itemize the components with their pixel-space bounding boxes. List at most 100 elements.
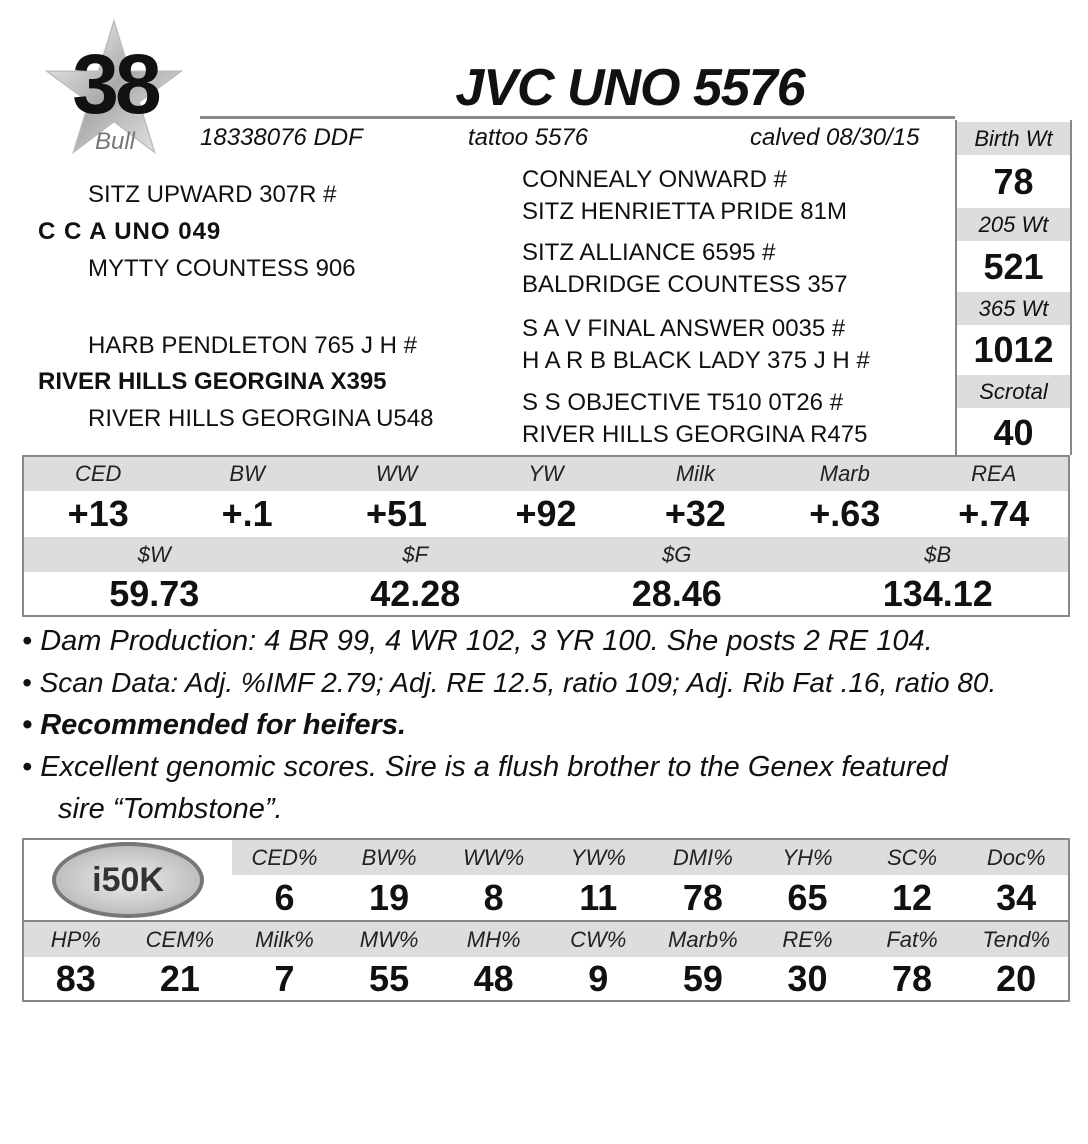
weight-value: 78 xyxy=(993,161,1034,202)
dam-sire: HARB PENDLETON 765 J H # xyxy=(88,332,418,359)
star-icon xyxy=(44,18,184,155)
genomic-label: MH% xyxy=(441,921,546,957)
weight-label: Birth Wt xyxy=(957,122,1070,155)
epd-value: +13 xyxy=(67,493,129,534)
divider xyxy=(200,116,955,119)
epd-value: +32 xyxy=(664,493,726,534)
weight-value: 1012 xyxy=(973,329,1054,370)
epd-value: +.74 xyxy=(958,493,1030,534)
genomic-value: 55 xyxy=(369,957,410,999)
index-label: $G xyxy=(546,537,808,572)
genomic-value: 30 xyxy=(787,957,828,999)
dam: RIVER HILLS GEORGINA X395 xyxy=(38,368,387,395)
epd-label: WW xyxy=(321,456,472,491)
epd-label: REA xyxy=(919,456,1069,491)
genomic-value: 65 xyxy=(787,876,828,918)
genomic-label: CEM% xyxy=(127,921,233,957)
animal-name: JVC UNO 5576 xyxy=(455,59,805,117)
genomic-value: 11 xyxy=(579,876,618,918)
epd-label: Marb xyxy=(770,456,920,491)
note: sire “Tombstone”. xyxy=(58,793,283,825)
genomic-value: 8 xyxy=(483,876,504,918)
index-value: 28.46 xyxy=(631,572,722,614)
genomic-label: SC% xyxy=(859,839,965,875)
calving-date: calved 08/30/15 xyxy=(750,124,920,151)
weight-label: Scrotal xyxy=(957,375,1070,408)
weight-value: 40 xyxy=(993,412,1034,453)
epd-value: +.1 xyxy=(221,493,273,534)
epd-label: BW xyxy=(172,456,322,491)
i50k-logo-icon: i50K xyxy=(52,842,205,918)
genomic-label: YW% xyxy=(545,839,651,875)
tattoo: tattoo 5576 xyxy=(468,124,589,151)
sire-sire: SITZ UPWARD 307R # xyxy=(88,181,337,208)
epd-label: Milk xyxy=(620,456,771,491)
i50k-logo: i50K xyxy=(23,839,232,921)
dam-dam: RIVER HILLS GEORGINA U548 xyxy=(88,405,434,432)
dd-dam: RIVER HILLS GEORGINA R475 xyxy=(522,421,868,448)
genomic-value: 6 xyxy=(274,876,295,918)
ss-dam: SITZ HENRIETTA PRIDE 81M xyxy=(522,198,847,225)
genomic-value: 12 xyxy=(892,876,933,918)
genomic-value: 83 xyxy=(55,957,96,999)
genomic-label: RE% xyxy=(755,921,860,957)
genomic-value: 19 xyxy=(369,876,410,918)
weight-value: 521 xyxy=(983,246,1044,287)
epd-table: CED BW WW YW Milk Marb REA +13 +.1 +51 +… xyxy=(22,455,1070,539)
genomic-label: DMI% xyxy=(650,839,756,875)
genomic-label: WW% xyxy=(441,839,546,875)
index-value: 134.12 xyxy=(882,572,993,614)
ss-sire: CONNEALY ONWARD # xyxy=(522,166,787,193)
epd-value: +92 xyxy=(515,493,577,534)
notes: • Dam Production: 4 BR 99, 4 WR 102, 3 Y… xyxy=(22,620,1082,830)
genomic-label: HP% xyxy=(23,921,128,957)
ds-sire: S A V FINAL ANSWER 0035 # xyxy=(522,315,846,342)
genomic-value: 7 xyxy=(274,957,295,999)
genomic-value: 34 xyxy=(996,876,1037,918)
genomic-value: 59 xyxy=(682,957,723,999)
genomic-value: 48 xyxy=(473,957,514,999)
registration-number: 18338076 DDF xyxy=(200,124,363,151)
note: • Excellent genomic scores. Sire is a fl… xyxy=(22,751,948,783)
genomic-label: BW% xyxy=(336,839,442,875)
sd-dam: BALDRIDGE COUNTESS 357 xyxy=(522,271,848,298)
epd-value: +51 xyxy=(366,493,428,534)
genomic-value: 21 xyxy=(159,957,200,999)
epd-label: YW xyxy=(471,456,621,491)
weight-label: 205 Wt xyxy=(957,208,1070,241)
ds-dam: H A R B BLACK LADY 375 J H # xyxy=(522,347,870,374)
genomic-label: YH% xyxy=(755,839,860,875)
genomic-label: Tend% xyxy=(964,921,1069,957)
weights-box: Birth Wt 78 205 Wt 521 365 Wt 1012 Scrot… xyxy=(955,120,1072,455)
genomic-value: 9 xyxy=(588,957,609,999)
note: • Scan Data: Adj. %IMF 2.79; Adj. RE 12.… xyxy=(22,667,997,698)
epd-value: +.63 xyxy=(809,493,881,534)
genomic-label: CW% xyxy=(545,921,651,957)
weight-label: 365 Wt xyxy=(957,292,1070,325)
sd-sire: SITZ ALLIANCE 6595 # xyxy=(522,239,776,266)
genomic-label: Fat% xyxy=(859,921,965,957)
genomic-label: MW% xyxy=(336,921,442,957)
genomic-value: 78 xyxy=(682,876,723,918)
epd-label: CED xyxy=(23,456,173,491)
index-label: $B xyxy=(807,537,1069,572)
dd-sire: S S OBJECTIVE T510 0T26 # xyxy=(522,389,844,416)
genomics-table: i50K CED% BW% WW% YW% DMI% YH% SC% Doc% … xyxy=(22,838,1070,1002)
genomic-label: CED% xyxy=(232,839,337,875)
sex-label: Bull xyxy=(94,128,136,155)
index-value: 59.73 xyxy=(109,572,200,614)
genomic-value: 78 xyxy=(892,957,933,999)
genomic-label: Marb% xyxy=(650,921,756,957)
note: • Recommended for heifers. xyxy=(22,709,407,741)
index-label: $F xyxy=(284,537,546,572)
lot-number: 38 xyxy=(72,37,161,131)
index-label: $W xyxy=(23,537,285,572)
genomic-label: Doc% xyxy=(964,839,1069,875)
genomic-label: Milk% xyxy=(232,921,337,957)
index-table: $W $F $G $B 59.73 42.28 28.46 134.12 xyxy=(22,537,1070,617)
sire: C C A UNO 049 xyxy=(38,218,222,245)
sire-dam: MYTTY COUNTESS 906 xyxy=(88,255,356,282)
note: • Dam Production: 4 BR 99, 4 WR 102, 3 Y… xyxy=(22,625,933,657)
genomic-value: 20 xyxy=(996,957,1037,999)
